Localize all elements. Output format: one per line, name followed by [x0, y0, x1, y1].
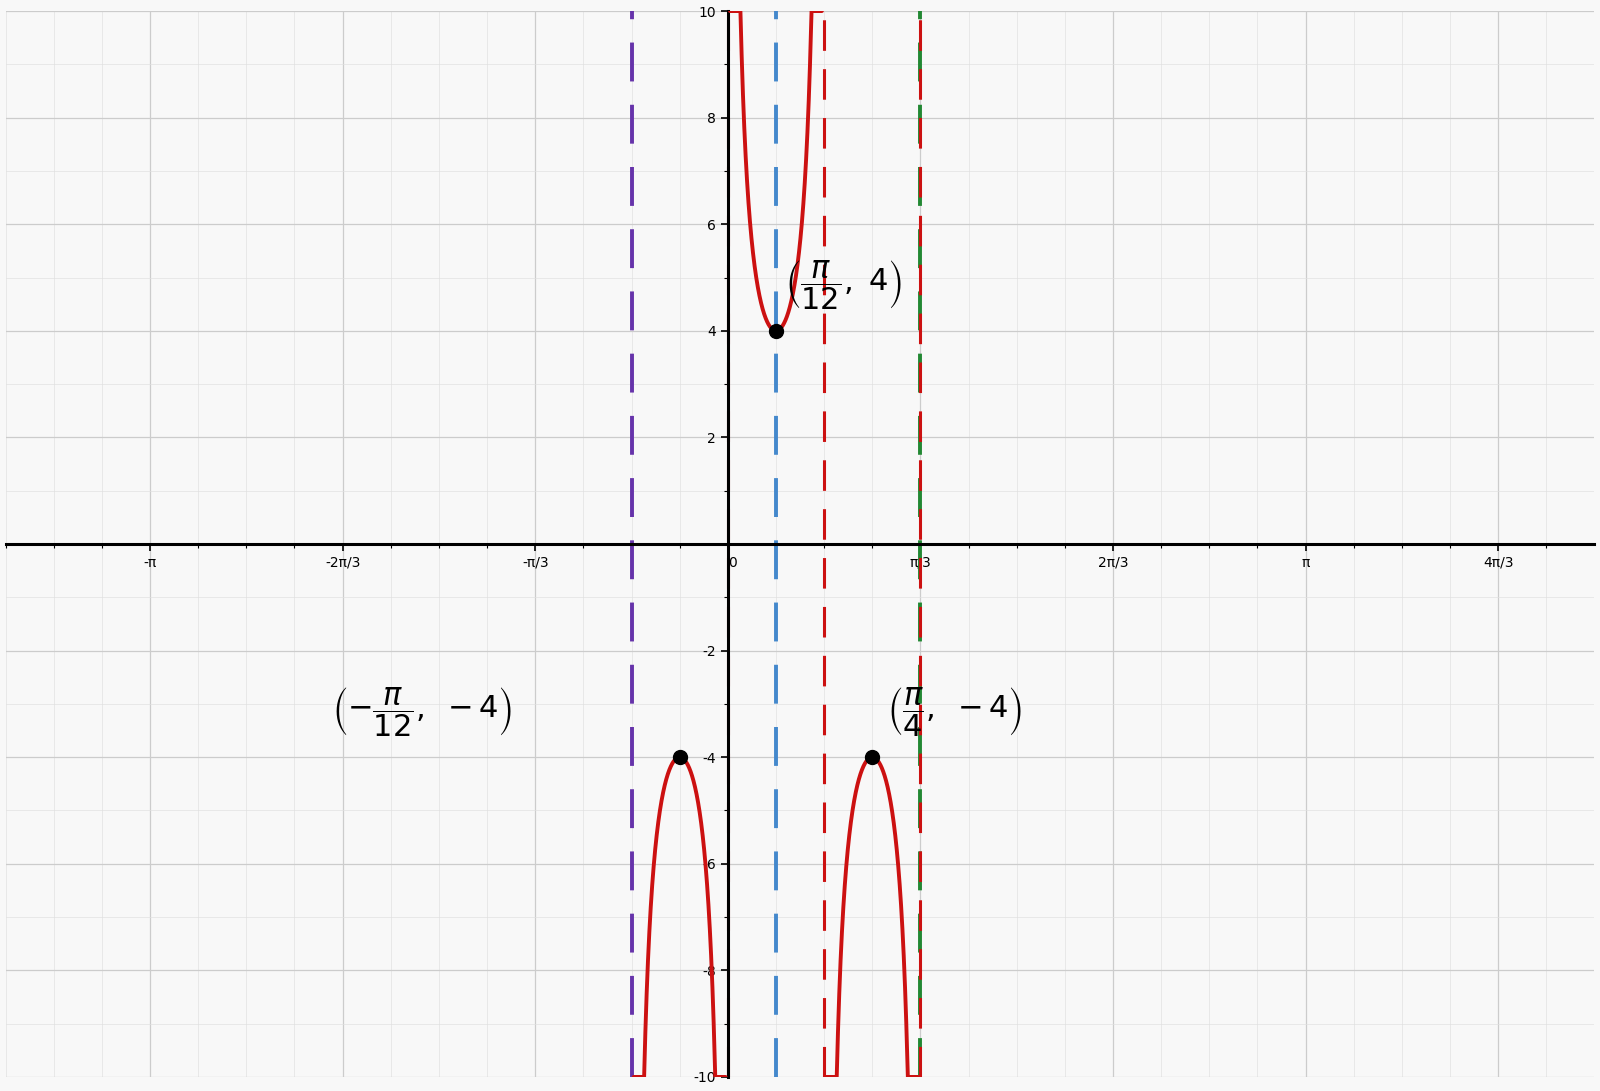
Text: $\left(\dfrac{\pi}{4},\ -4\right)$: $\left(\dfrac{\pi}{4},\ -4\right)$ — [886, 685, 1022, 739]
Text: $\left(-\dfrac{\pi}{12},\ -4\right)$: $\left(-\dfrac{\pi}{12},\ -4\right)$ — [333, 685, 514, 739]
Text: $\left(\dfrac{\pi}{12},\ 4\right)$: $\left(\dfrac{\pi}{12},\ 4\right)$ — [786, 259, 902, 312]
